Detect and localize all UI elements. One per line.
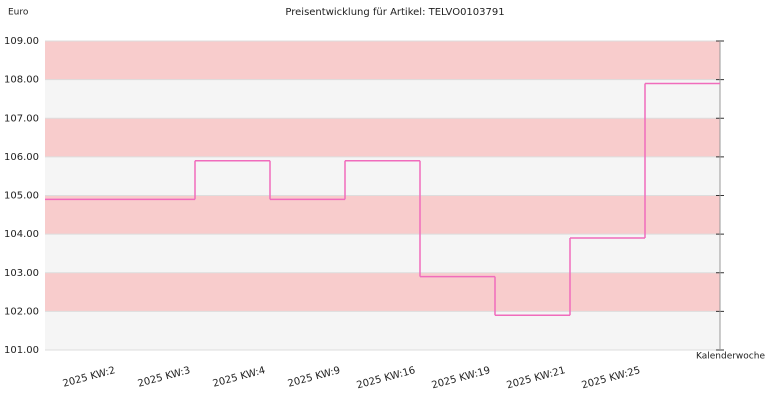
- background-band: [45, 272, 720, 312]
- x-tick-label: 2025 KW:16: [356, 365, 417, 391]
- background-band: [45, 195, 720, 235]
- x-tick-label: 2025 KW:2: [62, 365, 117, 390]
- x-tick-label: 2025 KW:25: [581, 365, 642, 391]
- chart-title: Preisentwicklung für Artikel: TELVO01037…: [285, 7, 504, 18]
- background-band: [45, 156, 720, 196]
- y-tick-label: 107.00: [4, 113, 39, 124]
- background-band: [45, 311, 720, 350]
- background-band: [45, 234, 720, 273]
- y-tick-label: 105.00: [4, 191, 39, 202]
- y-tick-label: 106.00: [4, 152, 39, 163]
- x-tick-label: 2025 KW:3: [137, 365, 192, 390]
- y-tick-label: 104.00: [4, 229, 39, 240]
- y-tick-label: 103.00: [4, 268, 39, 279]
- x-tick-label: 2025 KW:21: [506, 365, 567, 391]
- x-tick-label: 2025 KW:19: [431, 365, 492, 391]
- y-tick-label: 102.00: [4, 306, 39, 317]
- background-band: [45, 118, 720, 157]
- y-tick-label: 108.00: [4, 75, 39, 86]
- background-band: [45, 79, 720, 119]
- y-tick-label: 109.00: [4, 36, 39, 47]
- x-tick-label: 2025 KW:4: [212, 365, 267, 390]
- background-band: [45, 41, 720, 80]
- x-tick-label: 2025 KW:9: [287, 365, 342, 390]
- x-axis-label: Kalenderwoche: [696, 352, 765, 362]
- y-axis-label: Euro: [8, 8, 29, 18]
- y-tick-label: 101.00: [4, 345, 39, 356]
